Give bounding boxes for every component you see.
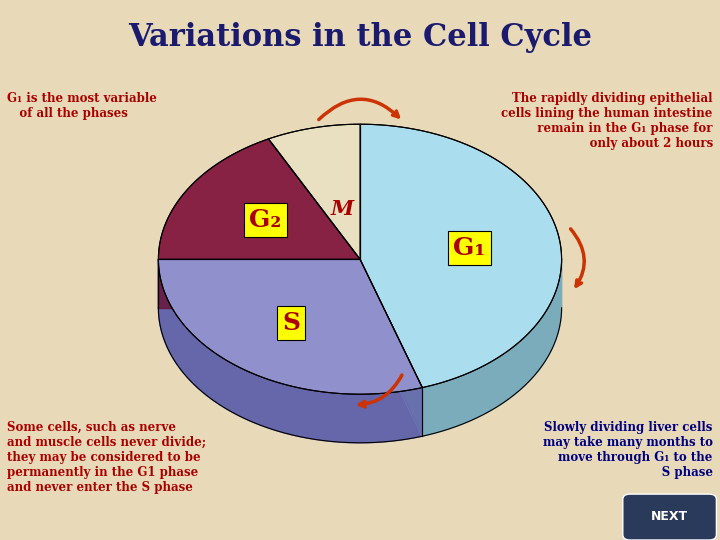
Polygon shape: [158, 259, 360, 308]
Text: G₁: G₁: [454, 235, 486, 260]
Text: S: S: [282, 310, 300, 335]
Polygon shape: [423, 259, 562, 436]
Text: G₂: G₂: [249, 208, 282, 232]
Polygon shape: [360, 124, 562, 388]
Text: Some cells, such as nerve
and muscle cells never divide;
they may be considered : Some cells, such as nerve and muscle cel…: [7, 421, 207, 494]
Text: The rapidly dividing epithelial
cells lining the human intestine
  remain in the: The rapidly dividing epithelial cells li…: [501, 92, 713, 150]
Polygon shape: [360, 259, 423, 436]
FancyBboxPatch shape: [623, 494, 716, 540]
Polygon shape: [158, 139, 360, 259]
Text: M: M: [330, 199, 354, 219]
Text: G₁ is the most variable
   of all the phases: G₁ is the most variable of all the phase…: [7, 92, 157, 120]
Polygon shape: [269, 124, 360, 259]
Polygon shape: [158, 259, 360, 308]
Text: Variations in the Cell Cycle: Variations in the Cell Cycle: [128, 22, 592, 53]
Polygon shape: [158, 259, 423, 394]
Polygon shape: [360, 259, 423, 436]
Polygon shape: [158, 259, 562, 443]
Text: NEXT: NEXT: [651, 510, 688, 523]
Text: Slowly dividing liver cells
may take many months to
move through G₁ to the
     : Slowly dividing liver cells may take man…: [543, 421, 713, 479]
Polygon shape: [158, 259, 423, 443]
